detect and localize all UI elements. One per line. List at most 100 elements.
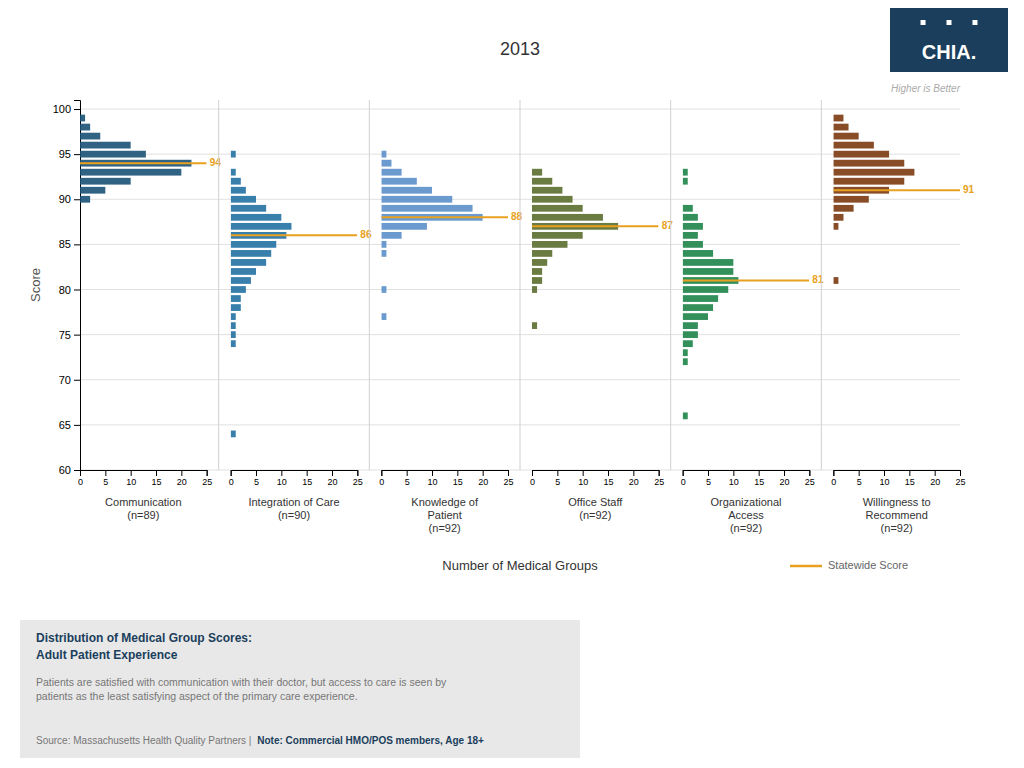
bar [683,205,693,212]
bar [532,259,547,266]
y-tick-mark [74,199,80,200]
statewide-line [532,225,659,227]
bar [381,232,401,239]
y-tick: 90 [59,193,80,205]
bar [231,169,236,176]
x-tick-mark [532,470,533,476]
x-tick-mark [809,470,810,476]
y-tick-label: 90 [59,193,71,205]
y-tick: 85 [59,238,80,250]
panel-marks [683,169,810,419]
x-tick-mark [733,470,734,476]
x-tick-mark [381,470,382,476]
panel-divider [369,100,370,470]
x-tick-label: 25 [353,477,363,487]
x-tick: 0 [78,470,83,487]
x-tick-mark [583,470,584,476]
y-tick-label: 80 [59,284,71,296]
panel-label-line: Office Staff [568,496,623,508]
bar [80,151,146,158]
bar [833,124,848,131]
x-tick: 0 [379,470,384,487]
x-tick-label: 20 [930,477,940,487]
y-tick-mark [74,109,80,110]
info-box: Distribution of Medical Group Scores: Adu… [20,620,580,758]
title: 2013 [500,39,540,59]
panel-label-line: Recommend [865,509,927,521]
y-tick-mark [74,470,80,471]
bar [683,250,713,257]
y-axis-line [74,101,81,471]
panel-marks [231,151,358,438]
x-tick-label: 0 [831,477,836,487]
bar [80,187,105,194]
x-tick-label: 5 [706,477,711,487]
bar [381,241,386,248]
x-tick-label: 20 [629,477,639,487]
x-tick-mark [281,470,282,476]
x-tick-mark [457,470,458,476]
bar [833,205,853,212]
x-tick: 15 [603,470,613,487]
y-tick-label: 100 [53,103,71,115]
logo: CHIA. [890,8,1008,72]
x-tick: 20 [327,470,337,487]
x-tick-label: 15 [754,477,764,487]
x-tick: 15 [151,470,161,487]
bar [231,340,236,347]
x-tick: 20 [478,470,488,487]
bar [683,214,698,221]
y-tick: 65 [59,419,80,431]
info-box-title: Distribution of Medical Group Scores: [36,631,252,645]
bar [80,124,90,131]
logo-dot [921,20,926,25]
x-tick: 15 [754,470,764,487]
x-axis: 0510152025 [379,470,513,487]
bar [532,241,567,248]
bar [231,259,266,266]
bar [532,250,552,257]
panel-marks [381,151,508,320]
x-tick-label: 25 [503,477,513,487]
panel-label: Integration of Care(n=90) [248,496,339,521]
bar [80,169,181,176]
x-tick: 0 [530,470,535,487]
bar [683,340,693,347]
y-tick: 80 [59,284,80,296]
x-tick-label: 15 [302,477,312,487]
x-tick-label: 0 [530,477,535,487]
panel-divider [520,100,521,470]
x-tick: 5 [555,470,560,487]
bar [532,187,562,194]
bar [532,322,537,329]
statewide-line [80,162,207,164]
x-tick: 20 [177,470,187,487]
bar [532,196,573,203]
info-box-title: Adult Patient Experience [36,648,178,662]
bar [532,268,542,275]
panel-label: Knowledge ofPatient(n=92) [411,496,479,534]
bar [80,196,90,203]
panel-label: Communication(n=89) [105,496,181,521]
bar [381,178,416,185]
panel-divider [218,100,219,470]
x-tick-label: 15 [453,477,463,487]
x-tick-mark [181,470,182,476]
x-tick-label: 5 [555,477,560,487]
bar [683,412,688,419]
bar [231,313,236,320]
x-tick-mark [833,470,834,476]
panel-label-line: Willingness to [863,496,931,508]
x-tick-label: 10 [729,477,739,487]
bar [381,169,401,176]
statewide-line [683,279,810,281]
bar [231,151,236,158]
bar [833,223,838,230]
bar [231,214,282,221]
x-tick: 15 [905,470,915,487]
bar [381,151,386,158]
y-tick: 100 [53,103,80,115]
bar [381,313,386,320]
bar [381,223,427,230]
x-tick-mark [105,470,106,476]
